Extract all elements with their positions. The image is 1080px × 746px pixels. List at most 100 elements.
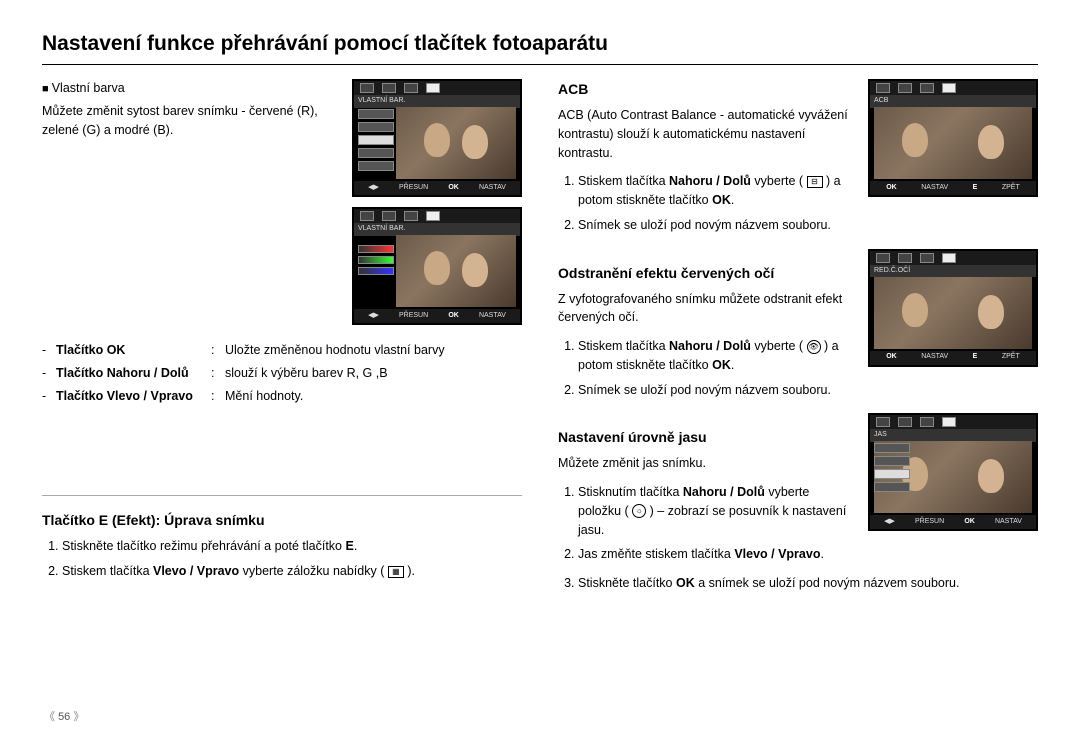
photo-preview (396, 235, 516, 307)
button-row: - Tlačítko Vlevo / Vpravo : Mění hodnoty… (42, 387, 522, 406)
step-text: Stiskněte tlačítko režimu přehrávání a p… (62, 539, 345, 553)
tab-icon (920, 417, 934, 427)
tab-icon (920, 83, 934, 93)
bottom-set-label: NASTAV (921, 183, 948, 194)
photo-preview (874, 277, 1032, 349)
acb-body: ACB (Auto Contrast Balance - automatické… (558, 106, 854, 162)
tab-icon (920, 253, 934, 263)
step-item: Stiskněte tlačítko režimu přehrávání a p… (62, 537, 522, 556)
colon: : (211, 364, 225, 383)
step-bold: OK (712, 193, 731, 207)
tab-icon (898, 417, 912, 427)
button-desc: Mění hodnoty. (225, 387, 522, 406)
colon: : (211, 341, 225, 360)
screenshot-strip-label: VLASTNÍ BAR. (354, 95, 520, 108)
e-button-steps: Stiskněte tlačítko režimu přehrávání a p… (42, 537, 522, 581)
tab-icon (876, 417, 890, 427)
screenshot-bottom-bar: OK NASTAV E ZPĚT (870, 351, 1036, 365)
screenshot-strip-label: RED.Č.OČÍ (870, 265, 1036, 278)
tab-icon (876, 253, 890, 263)
step-text: ). (404, 564, 415, 578)
brightness-heading: Nastavení úrovně jasu (558, 427, 854, 448)
button-row: - Tlačítko OK : Uložte změněnou hodnotu … (42, 341, 522, 360)
button-desc: Uložte změněnou hodnotu vlastní barvy (225, 341, 522, 360)
screenshot-tabs (354, 209, 520, 223)
colon: : (211, 387, 225, 406)
screenshot-custom-color-2: VLASTNÍ BAR. ◀▶ PŘESUN OK NASTAV (352, 207, 522, 325)
step-bold: OK (676, 576, 695, 590)
arrows-icon: ◀▶ (368, 183, 379, 194)
step-item: Stisknutím tlačítka Nahoru / Dolů vybert… (578, 483, 854, 539)
step-text: Stisknutím tlačítka (578, 485, 683, 499)
swatch (874, 469, 910, 479)
color-swatches (358, 109, 394, 171)
step-item: Jas změňte stiskem tlačítka Vlevo / Vpra… (578, 545, 854, 564)
tab-icon (942, 83, 956, 93)
custom-color-body: Můžete změnit sytost barev snímku - červ… (42, 102, 338, 140)
step-text: Stiskem tlačítka (62, 564, 153, 578)
bottom-back-label: ZPĚT (1002, 183, 1020, 194)
tab-icon (382, 83, 396, 93)
arrows-icon: ◀▶ (368, 311, 379, 322)
bottom-set-label: NASTAV (479, 311, 506, 322)
face-icon (462, 125, 488, 159)
step-text: Stiskem tlačítka (578, 339, 669, 353)
step-item: Stiskem tlačítka Nahoru / Dolů vyberte (… (578, 337, 854, 375)
step-item: Snímek se uloží pod novým názvem souboru… (578, 381, 854, 400)
page-number: 56 (44, 708, 84, 724)
bottom-move-label: PŘESUN (399, 183, 428, 194)
screenshot-tabs (870, 415, 1036, 429)
brightness-steps-cont: Stiskněte tlačítko OK a snímek se uloží … (558, 574, 1038, 593)
slider-row (358, 245, 394, 253)
step-bold: Nahoru / Dolů (683, 485, 765, 499)
tab-icon (382, 211, 396, 221)
swatch (874, 482, 910, 492)
slider-row (358, 267, 394, 275)
acb-heading: ACB (558, 79, 854, 100)
screenshot-bottom-bar: ◀▶ PŘESUN OK NASTAV (354, 181, 520, 195)
tab-icon (426, 211, 440, 221)
step-bold: OK (712, 358, 731, 372)
screenshot-strip-label: VLASTNÍ BAR. (354, 223, 520, 236)
swatch (358, 109, 394, 119)
face-icon (978, 459, 1004, 493)
swatch (358, 148, 394, 158)
step-text: . (731, 358, 734, 372)
menu-tab-icon: ▦ (388, 566, 404, 578)
face-icon (424, 123, 450, 157)
step-item: Snímek se uloží pod novým názvem souboru… (578, 216, 854, 235)
step-text: . (354, 539, 357, 553)
step-bold: Vlevo / Vpravo (153, 564, 239, 578)
step-text: . (820, 547, 823, 561)
step-text: Jas změňte stiskem tlačítka (578, 547, 734, 561)
dash: - (42, 364, 56, 383)
screenshot-tabs (354, 81, 520, 95)
bottom-move-label: PŘESUN (915, 517, 944, 528)
custom-color-heading: Vlastní barva (42, 79, 338, 98)
acb-icon: ⊟ (807, 176, 823, 188)
redeye-icon: 👁 (807, 340, 821, 354)
tab-icon (876, 83, 890, 93)
swatch (358, 122, 394, 132)
bottom-ok-label: OK (448, 183, 459, 194)
step-bold: Vlevo / Vpravo (734, 547, 820, 561)
brightness-swatches (874, 443, 910, 492)
bottom-set-label: NASTAV (479, 183, 506, 194)
screenshot-strip-label: JAS (870, 429, 1036, 442)
bottom-e-label: E (973, 183, 978, 194)
step-bold: Nahoru / Dolů (669, 339, 751, 353)
brightness-body: Můžete změnit jas snímku. (558, 454, 854, 473)
bottom-set-label: NASTAV (921, 352, 948, 363)
brightness-steps: Stisknutím tlačítka Nahoru / Dolů vybert… (558, 483, 854, 564)
tab-icon (404, 211, 418, 221)
face-icon (978, 125, 1004, 159)
tab-icon (404, 83, 418, 93)
slider-row (358, 256, 394, 264)
button-row: - Tlačítko Nahoru / Dolů : slouží k výbě… (42, 364, 522, 383)
tab-icon (360, 211, 374, 221)
title-divider (42, 64, 1038, 65)
e-button-heading: Tlačítko E (Efekt): Úprava snímku (42, 510, 522, 531)
screenshot-bottom-bar: ◀▶ PŘESUN OK NASTAV (354, 309, 520, 323)
redeye-block: Odstranění efektu červených očí Z vyfoto… (558, 249, 1038, 406)
page-title: Nastavení funkce přehrávání pomocí tlačí… (42, 32, 1038, 56)
